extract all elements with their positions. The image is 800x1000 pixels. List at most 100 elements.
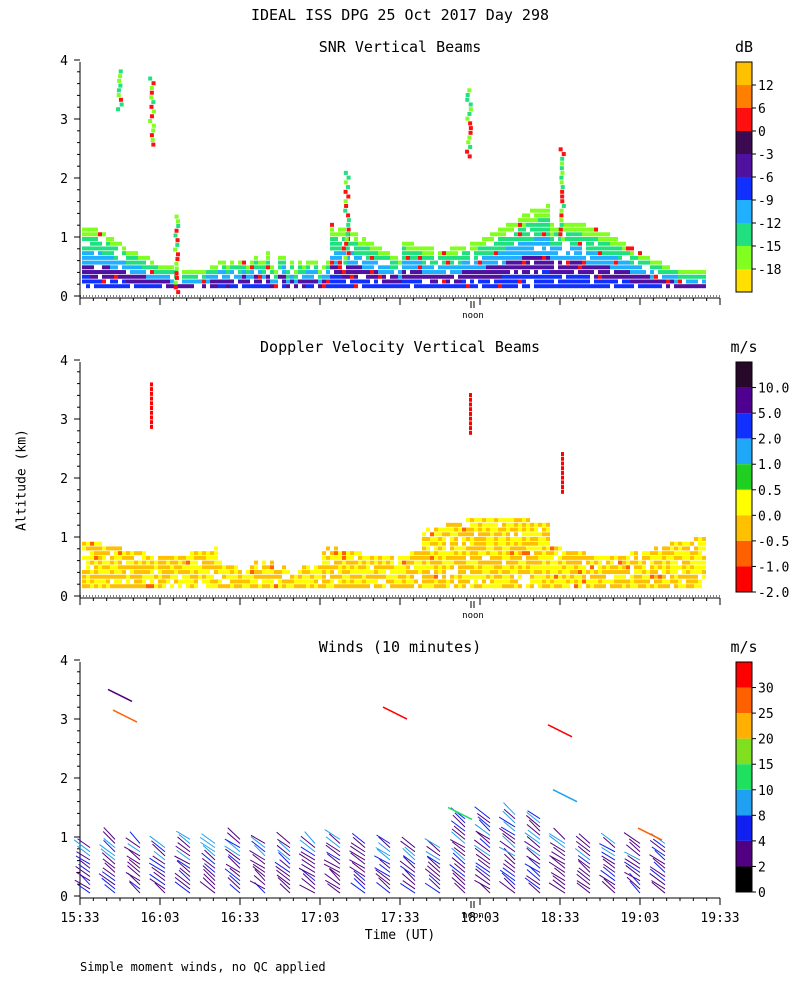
velocity-cell [194,574,198,579]
velocity-cell [498,560,502,565]
snr-cell [174,214,179,219]
velocity-cell [426,537,430,541]
snr-cell [370,246,374,251]
velocity-cell [82,546,86,551]
snr-cell [650,265,654,270]
snr-cell [482,237,486,241]
snr-cell [468,126,473,131]
snr-cell [462,255,466,260]
snr-cell [362,279,366,284]
snr-cell [490,265,494,270]
wind-barb [226,839,241,853]
snr-cell [570,227,574,232]
velocity-cell [294,579,298,584]
colorbar-label: 5.0 [758,407,781,422]
snr-cell [506,222,510,227]
velocity-cell [638,570,642,575]
wind-barb [77,838,91,849]
velocity-cell [570,551,574,556]
snr-cell [346,218,351,223]
velocity-cell [166,570,170,575]
velocity-cell [614,584,618,589]
velocity-cell [510,574,514,579]
velocity-cell [566,560,570,565]
velocity-cell [666,570,670,575]
snr-cell [590,241,594,246]
wind-barb [454,863,466,873]
snr-cell [398,284,402,289]
snr-cell [114,255,118,260]
velocity-cell [469,426,472,431]
velocity-cell [698,541,702,546]
snr-cell [546,255,550,260]
snr-cell [334,241,338,246]
snr-cell [322,284,326,289]
velocity-cell [98,546,102,551]
velocity-cell [650,574,654,579]
velocity-cell [530,546,534,551]
snr-cell [386,284,390,289]
velocity-cell [358,579,362,584]
snr-cell [230,260,234,265]
snr-cell [626,260,630,265]
snr-cell [638,284,642,289]
snr-cell [554,270,558,275]
velocity-cell [510,518,514,523]
velocity-cell [514,560,518,565]
wind-barb [75,871,91,882]
velocity-cell [182,574,186,579]
snr-cell [602,274,606,279]
snr-cell [394,265,398,270]
velocity-cell [450,546,454,551]
velocity-cell [662,579,666,584]
velocity-cell [510,546,514,551]
snr-cell [218,260,222,265]
snr-cell [514,255,518,260]
velocity-cell [290,579,294,584]
wind-barb [299,884,316,894]
wind-barb [250,834,266,844]
velocity-cell [434,579,438,584]
velocity-cell [146,570,150,575]
wind-barb [251,840,266,853]
velocity-cell [702,541,706,546]
snr-cell [422,274,426,279]
snr-cell [534,260,538,265]
snr-cell [602,232,606,237]
snr-cell [602,260,606,265]
snr-cell [694,270,698,275]
snr-cell [346,274,350,279]
velocity-cell [374,584,378,589]
snr-cell [90,232,94,237]
velocity-cell [310,584,314,589]
wind-barb [375,873,391,886]
velocity-cell [346,565,350,570]
snr-cell [560,194,565,199]
velocity-cell [90,570,94,575]
snr-cell [570,237,574,241]
snr-cell [450,274,454,279]
snr-cell [222,274,226,279]
colorbar-swatch [736,362,752,388]
snr-cell [282,274,286,279]
snr-cell [422,270,426,275]
colorbar-swatch [736,540,752,567]
snr-cell [386,251,390,256]
velocity-cell [126,551,130,556]
snr-cell [334,255,338,260]
snr-cell [302,274,306,279]
snr-cell [173,247,178,252]
velocity-cell [134,574,138,579]
snr-cell [382,251,386,256]
wind-barb [279,859,291,869]
velocity-cell [378,574,382,579]
snr-cell [94,260,98,265]
snr-cell [366,274,370,279]
snr-cell [274,274,278,279]
snr-cell [246,284,250,289]
snr-cell [560,237,565,241]
snr-cell [422,265,426,270]
velocity-cell [470,522,474,527]
wind-barb [379,858,391,869]
velocity-cell [598,579,602,584]
